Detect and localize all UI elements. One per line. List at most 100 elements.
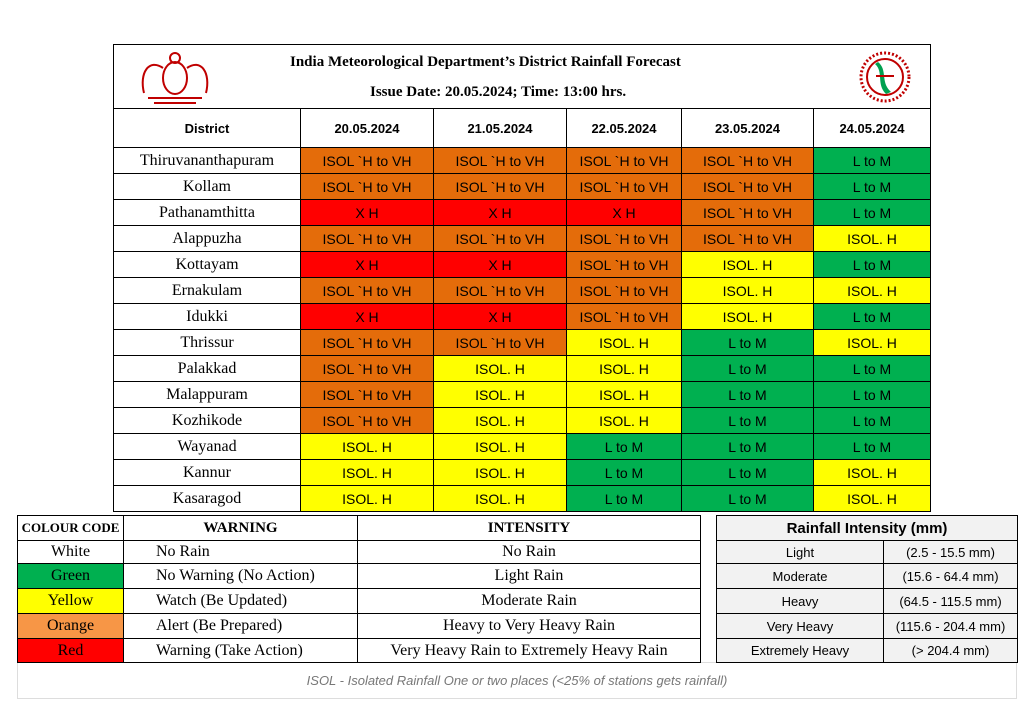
forecast-cell: ISOL `H to VH	[433, 277, 567, 304]
column-header: District	[113, 108, 301, 148]
intensity: Very Heavy Rain to Extremely Heavy Rain	[357, 638, 701, 663]
forecast-cell: ISOL. H	[813, 329, 931, 356]
title: India Meteorological Department’s Distri…	[290, 54, 681, 70]
forecast-cell: L to M	[813, 147, 931, 174]
forecast-cell: ISOL `H to VH	[300, 355, 434, 382]
forecast-cell: ISOL. H	[566, 407, 682, 434]
colour-code: Yellow	[17, 588, 124, 614]
forecast-cell: L to M	[813, 173, 931, 200]
forecast-cell: ISOL. H	[681, 277, 814, 304]
forecast-cell: ISOL. H	[300, 459, 434, 486]
district: Malappuram	[113, 381, 301, 408]
forecast-cell: X H	[433, 199, 567, 226]
forecast-cell: X H	[433, 303, 567, 330]
intensity-range: (64.5 - 115.5 mm)	[883, 588, 1018, 614]
forecast-cell: ISOL. H	[813, 459, 931, 486]
legend-header: INTENSITY	[357, 515, 701, 541]
district: Kasaragod	[113, 485, 301, 512]
forecast-cell: ISOL `H to VH	[300, 381, 434, 408]
forecast-cell: ISOL `H to VH	[566, 251, 682, 278]
colour-code: White	[17, 540, 124, 564]
forecast-cell: ISOL `H to VH	[681, 147, 814, 174]
forecast-cell: L to M	[681, 459, 814, 486]
forecast-cell: X H	[300, 199, 434, 226]
forecast-cell: L to M	[566, 433, 682, 460]
column-header: 22.05.2024	[566, 108, 682, 148]
intensity: No Rain	[357, 540, 701, 564]
forecast-cell: L to M	[681, 485, 814, 512]
district: Kollam	[113, 173, 301, 200]
warning: Warning (Take Action)	[123, 638, 358, 663]
warning: Alert (Be Prepared)	[123, 613, 358, 639]
warning: No Warning (No Action)	[123, 563, 358, 589]
forecast-cell: ISOL `H to VH	[681, 199, 814, 226]
legend-header: COLOUR CODE	[17, 515, 124, 541]
forecast-cell: ISOL `H to VH	[566, 147, 682, 174]
forecast-cell: ISOL. H	[433, 407, 567, 434]
forecast-cell: L to M	[566, 459, 682, 486]
forecast-cell: ISOL `H to VH	[433, 225, 567, 252]
forecast-cell: L to M	[813, 381, 931, 408]
district: Kannur	[113, 459, 301, 486]
intensity-label: Extremely Heavy	[716, 638, 884, 663]
intensity-label: Very Heavy	[716, 613, 884, 639]
forecast-cell: L to M	[813, 251, 931, 278]
forecast-cell: ISOL. H	[300, 433, 434, 460]
forecast-cell: ISOL. H	[566, 381, 682, 408]
district: Kozhikode	[113, 407, 301, 434]
footnote: ISOL - Isolated Rainfall One or two plac…	[17, 662, 1017, 699]
intensity: Light Rain	[357, 563, 701, 589]
forecast-cell: ISOL. H	[433, 485, 567, 512]
district: Pathanamthitta	[113, 199, 301, 226]
forecast-cell: L to M	[681, 355, 814, 382]
colour-code: Green	[17, 563, 124, 589]
forecast-cell: ISOL `H to VH	[300, 147, 434, 174]
forecast-cell: ISOL `H to VH	[681, 225, 814, 252]
column-header: 24.05.2024	[813, 108, 931, 148]
forecast-cell: X H	[566, 199, 682, 226]
district: Kottayam	[113, 251, 301, 278]
forecast-cell: L to M	[681, 381, 814, 408]
forecast-cell: ISOL `H to VH	[566, 173, 682, 200]
forecast-cell: ISOL `H to VH	[300, 329, 434, 356]
forecast-cell: L to M	[813, 407, 931, 434]
forecast-cell: L to M	[813, 199, 931, 226]
forecast-cell: ISOL. H	[813, 225, 931, 252]
forecast-cell: ISOL `H to VH	[300, 407, 434, 434]
forecast-cell: X H	[300, 251, 434, 278]
forecast-cell: ISOL `H to VH	[300, 225, 434, 252]
forecast-cell: ISOL. H	[566, 355, 682, 382]
forecast-cell: X H	[433, 251, 567, 278]
forecast-cell: ISOL. H	[681, 303, 814, 330]
legend-header: WARNING	[123, 515, 358, 541]
forecast-cell: ISOL `H to VH	[433, 173, 567, 200]
forecast-cell: L to M	[681, 433, 814, 460]
intensity-range: (115.6 - 204.4 mm)	[883, 613, 1018, 639]
forecast-cell: ISOL. H	[433, 459, 567, 486]
forecast-cell: ISOL. H	[813, 277, 931, 304]
imd-logo	[859, 51, 911, 103]
state-emblem	[141, 52, 209, 104]
column-header: 23.05.2024	[681, 108, 814, 148]
forecast-cell: L to M	[681, 407, 814, 434]
forecast-cell: X H	[300, 303, 434, 330]
forecast-cell: L to M	[566, 485, 682, 512]
intensity-label: Heavy	[716, 588, 884, 614]
column-header: 21.05.2024	[433, 108, 567, 148]
forecast-cell: ISOL `H to VH	[300, 277, 434, 304]
district: Palakkad	[113, 355, 301, 382]
warning: Watch (Be Updated)	[123, 588, 358, 614]
district: Thiruvananthapuram	[113, 147, 301, 174]
intensity-title: Rainfall Intensity (mm)	[716, 515, 1018, 541]
forecast-cell: ISOL. H	[300, 485, 434, 512]
colour-code: Orange	[17, 613, 124, 639]
forecast-cell: ISOL `H to VH	[433, 329, 567, 356]
forecast-cell: ISOL `H to VH	[681, 173, 814, 200]
forecast-cell: ISOL `H to VH	[300, 173, 434, 200]
forecast-cell: ISOL. H	[433, 355, 567, 382]
forecast-cell: ISOL. H	[813, 485, 931, 512]
forecast-cell: L to M	[813, 355, 931, 382]
column-header: 20.05.2024	[300, 108, 434, 148]
issue-date: Issue Date: 20.05.2024; Time: 13:00 hrs.	[370, 84, 627, 100]
